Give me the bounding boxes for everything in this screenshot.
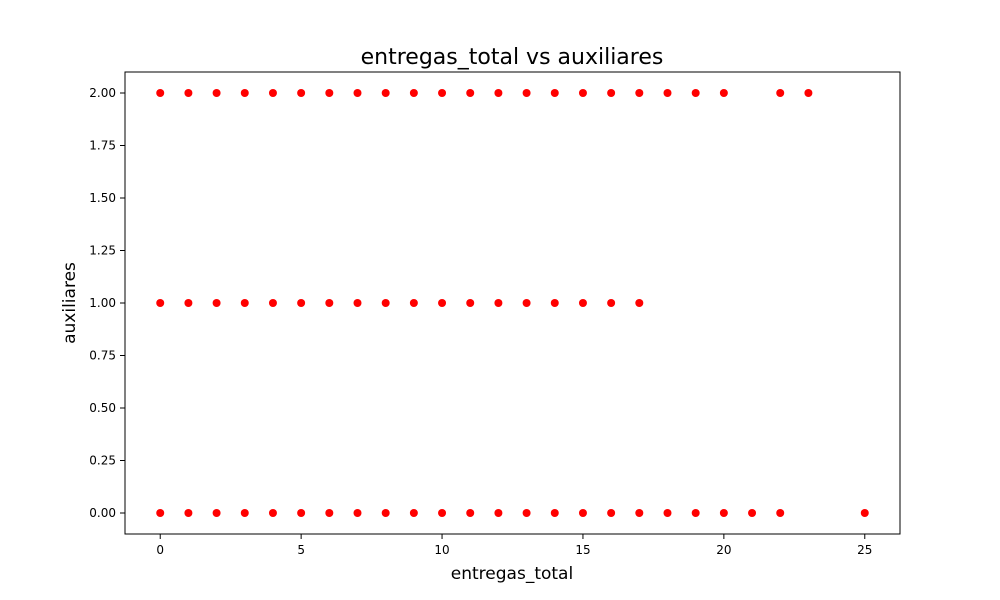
data-point bbox=[156, 299, 165, 307]
data-point bbox=[240, 299, 249, 307]
data-point bbox=[240, 89, 249, 97]
data-point bbox=[719, 89, 728, 97]
data-point bbox=[353, 509, 362, 517]
data-point bbox=[156, 509, 165, 517]
y-axis: 0.00 0.25 0.50 0.75 1.00 1.25 1.50 1.75 2.00 bbox=[89, 86, 125, 520]
data-point bbox=[607, 89, 616, 97]
data-point bbox=[860, 509, 869, 517]
data-point bbox=[409, 89, 418, 97]
data-point bbox=[776, 509, 785, 517]
points-layer bbox=[156, 89, 869, 517]
data-point bbox=[494, 89, 503, 97]
data-point bbox=[578, 89, 587, 97]
data-point bbox=[212, 509, 221, 517]
y-tick-label: 1.25 bbox=[89, 244, 116, 258]
data-point bbox=[466, 89, 475, 97]
data-point bbox=[607, 509, 616, 517]
data-point bbox=[409, 299, 418, 307]
data-point bbox=[663, 89, 672, 97]
data-point bbox=[381, 299, 390, 307]
data-point bbox=[550, 299, 559, 307]
y-tick-label: 0.75 bbox=[89, 349, 116, 363]
data-point bbox=[578, 299, 587, 307]
data-point bbox=[212, 299, 221, 307]
data-point bbox=[522, 89, 531, 97]
y-tick-label: 1.50 bbox=[89, 191, 116, 205]
data-point bbox=[522, 509, 531, 517]
data-point bbox=[212, 89, 221, 97]
data-point bbox=[297, 89, 306, 97]
plot-area bbox=[124, 71, 901, 535]
data-point bbox=[409, 509, 418, 517]
y-axis-label: auxiliares bbox=[60, 262, 80, 344]
data-point bbox=[550, 509, 559, 517]
x-tick-label: 15 bbox=[575, 543, 590, 557]
data-point bbox=[353, 89, 362, 97]
data-point bbox=[268, 299, 277, 307]
y-tick-label: 1.00 bbox=[89, 296, 116, 310]
y-tick-label: 2.00 bbox=[89, 86, 116, 100]
data-point bbox=[691, 509, 700, 517]
data-point bbox=[381, 89, 390, 97]
data-point bbox=[268, 509, 277, 517]
y-tick-label: 0.50 bbox=[89, 401, 116, 415]
data-point bbox=[748, 509, 757, 517]
data-point bbox=[438, 299, 447, 307]
data-point bbox=[804, 89, 813, 97]
x-tick-label: 20 bbox=[716, 543, 731, 557]
data-point bbox=[325, 509, 334, 517]
data-point bbox=[466, 509, 475, 517]
data-point bbox=[719, 509, 728, 517]
data-point bbox=[607, 299, 616, 307]
data-point bbox=[522, 299, 531, 307]
data-point bbox=[466, 299, 475, 307]
data-point bbox=[635, 509, 644, 517]
data-point bbox=[663, 509, 672, 517]
data-point bbox=[297, 299, 306, 307]
data-point bbox=[325, 89, 334, 97]
data-point bbox=[691, 89, 700, 97]
data-point bbox=[438, 509, 447, 517]
x-tick-label: 10 bbox=[434, 543, 449, 557]
data-point bbox=[635, 299, 644, 307]
x-axis-label: entregas_total bbox=[451, 564, 573, 584]
x-axis: 0 5 10 15 20 25 bbox=[156, 534, 872, 557]
data-point bbox=[776, 89, 785, 97]
data-point bbox=[325, 299, 334, 307]
data-point bbox=[635, 89, 644, 97]
data-point bbox=[494, 509, 503, 517]
data-point bbox=[184, 509, 193, 517]
y-tick-label: 0.25 bbox=[89, 454, 116, 468]
data-point bbox=[268, 89, 277, 97]
data-point bbox=[297, 509, 306, 517]
data-point bbox=[578, 509, 587, 517]
data-point bbox=[156, 89, 165, 97]
data-point bbox=[381, 509, 390, 517]
data-point bbox=[550, 89, 559, 97]
data-point bbox=[438, 89, 447, 97]
data-point bbox=[353, 299, 362, 307]
x-tick-label: 5 bbox=[297, 543, 305, 557]
data-point bbox=[240, 509, 249, 517]
chart-title: entregas_total vs auxiliares bbox=[361, 45, 664, 70]
x-tick-label: 0 bbox=[156, 543, 164, 557]
x-tick-label: 25 bbox=[857, 543, 872, 557]
data-point bbox=[184, 299, 193, 307]
data-point bbox=[494, 299, 503, 307]
y-tick-label: 0.00 bbox=[89, 506, 116, 520]
data-point bbox=[184, 89, 193, 97]
y-tick-label: 1.75 bbox=[89, 139, 116, 153]
